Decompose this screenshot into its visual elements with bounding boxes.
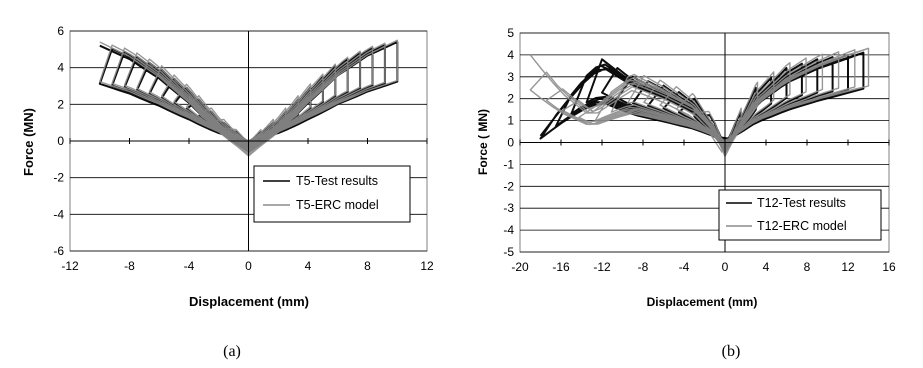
legend-box-b xyxy=(718,189,882,241)
x-tick-label-b: 4 xyxy=(763,260,770,274)
chart-a: -6 -4 -2 0 2 4 6 -12 -8 -4 0 4 8 12 Force (MN) Displ… xyxy=(21,24,434,360)
y-tick-label-a: 2 xyxy=(57,97,64,111)
y-tick-label-b: -1 xyxy=(503,157,514,171)
x-axis-label-a: Displacement (mm) xyxy=(189,294,309,309)
y-tick-labels-a: -6 -4 -2 0 2 4 6 xyxy=(53,24,64,258)
y-tick-label-a: -6 xyxy=(53,244,64,258)
x-tick-label-b: 0 xyxy=(722,260,729,274)
legend-box-a xyxy=(253,165,411,223)
y-tick-label-b: 4 xyxy=(507,48,514,62)
x-axis-label-b: Displacement (mm) xyxy=(647,295,758,309)
x-tick-label-b: -20 xyxy=(511,260,529,274)
x-tick-label-b: -16 xyxy=(552,260,570,274)
y-tick-label-b: 5 xyxy=(507,26,514,40)
x-tick-label-a: -4 xyxy=(184,259,195,273)
caption-b: (b) xyxy=(722,343,741,360)
y-tick-label-b: -5 xyxy=(503,245,514,259)
x-tick-label-a: -12 xyxy=(61,259,79,273)
y-tick-label-a: -4 xyxy=(53,207,64,221)
y-tick-label-a: 4 xyxy=(57,61,64,75)
y-axis-label-b: Force ( MN) xyxy=(476,109,490,175)
x-tick-label-b: -12 xyxy=(593,260,611,274)
y-tick-label-a: 0 xyxy=(57,134,64,148)
x-tick-label-b: 8 xyxy=(804,260,811,274)
series-line-b-0 xyxy=(539,51,865,154)
legend-a: T5-Test results T5-ERC model xyxy=(253,165,411,223)
y-tick-labels-b: -5 -4 -3 -2 -1 0 1 2 3 4 5 xyxy=(503,26,514,259)
x-tick-label-a: 12 xyxy=(420,259,434,273)
legend-label-model-a: T5-ERC model xyxy=(296,198,379,212)
y-tick-label-b: 3 xyxy=(507,70,514,84)
series-line-a-1 xyxy=(99,39,398,157)
x-tick-labels-a: -12 -8 -4 0 4 8 12 xyxy=(61,259,434,273)
x-tick-label-a: -8 xyxy=(124,259,135,273)
x-tick-label-b: 16 xyxy=(882,260,896,274)
x-tick-label-b: -4 xyxy=(679,260,690,274)
y-axis-label-a: Force (MN) xyxy=(21,108,36,176)
x-tick-label-a: 4 xyxy=(305,259,312,273)
x-tick-label-a: 8 xyxy=(364,259,371,273)
x-tick-label-b: -8 xyxy=(638,260,649,274)
x-tick-label-b: 12 xyxy=(841,260,855,274)
y-tick-label-b: 0 xyxy=(507,136,514,150)
y-tick-label-b: -4 xyxy=(503,223,514,237)
y-tick-label-b: -2 xyxy=(503,179,514,193)
legend-label-model-b: T12-ERC model xyxy=(757,219,847,233)
caption-a: (a) xyxy=(223,343,241,360)
legend-b: T12-Test results T12-ERC model xyxy=(718,189,882,241)
series-line-b-1 xyxy=(529,47,870,158)
y-tick-label-b: 2 xyxy=(507,92,514,106)
legend-label-test-a: T5-Test results xyxy=(296,174,378,188)
x-tick-labels-b: -20 -16 -12 -8 -4 0 4 8 12 16 xyxy=(511,260,896,274)
legend-label-test-b: T12-Test results xyxy=(757,196,846,210)
x-tick-label-a: 0 xyxy=(245,259,252,273)
y-tick-label-b: -3 xyxy=(503,201,514,215)
y-tick-label-a: 6 xyxy=(57,24,64,38)
hysteresis-curves-b xyxy=(529,47,870,158)
y-tick-label-a: -2 xyxy=(53,171,64,185)
hysteresis-curves-a xyxy=(98,39,399,157)
y-tick-label-b: 1 xyxy=(507,114,514,128)
zero-axes-a xyxy=(69,31,428,251)
